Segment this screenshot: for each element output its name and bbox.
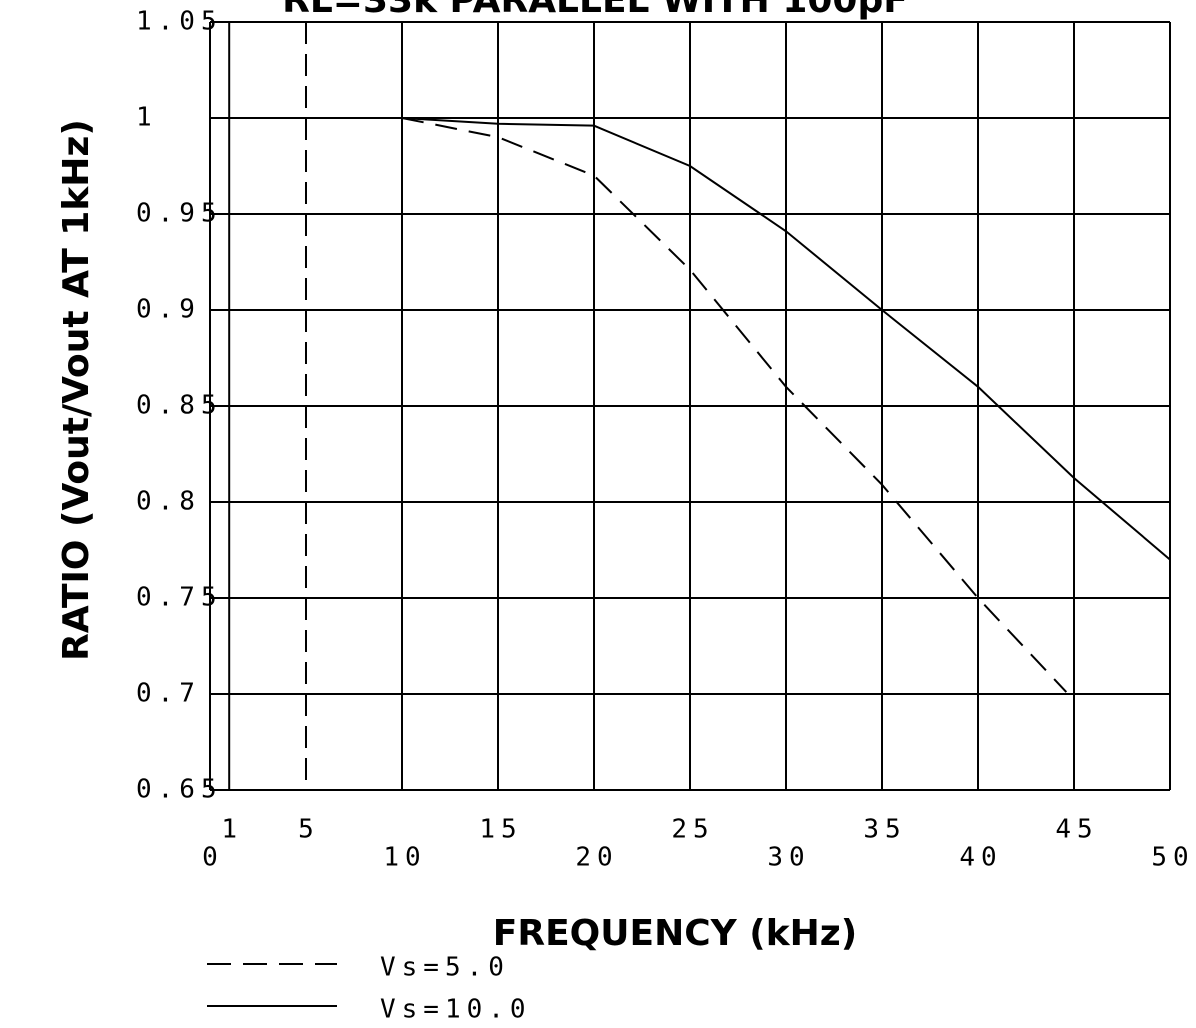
y-axis-title: RATIO (Vout/Vout AT 1kHz) — [56, 119, 97, 661]
x-tick-label: 5 — [298, 815, 320, 845]
x-tick-label: 35 — [863, 815, 906, 845]
x-tick-label: 30 — [767, 843, 810, 873]
legend-label: Vs=10.0 — [380, 995, 532, 1025]
x-tick-label: 15 — [479, 815, 522, 845]
y-tick-label: 0.9 — [136, 295, 201, 325]
x-tick-label: 1 — [221, 815, 243, 845]
y-tick-label: 1 — [136, 103, 158, 133]
legend-label: Vs=5.0 — [380, 953, 510, 983]
y-tick-label: 0.85 — [136, 391, 223, 421]
x-tick-label: 25 — [671, 815, 714, 845]
x-tick-label: 20 — [575, 843, 618, 873]
y-tick-label: 1.05 — [136, 7, 223, 37]
y-tick-label: 0.95 — [136, 199, 223, 229]
y-tick-label: 0.7 — [136, 679, 201, 709]
y-tick-label: 0.65 — [136, 775, 223, 805]
y-tick-label: 0.8 — [136, 487, 201, 517]
x-axis-title: FREQUENCY (kHz) — [493, 913, 857, 954]
x-tick-label: 10 — [383, 843, 426, 873]
data-line — [401, 117, 1068, 693]
x-tick-label: 50 — [1151, 843, 1194, 873]
x-tick-label: 40 — [959, 843, 1002, 873]
data-line — [401, 117, 1171, 561]
chart-title: RL=33k PARALLEL WITH 100pF — [282, 0, 908, 21]
y-tick-label: 0.75 — [136, 583, 223, 613]
x-tick-label: 45 — [1055, 815, 1098, 845]
x-tick-label: 0 — [202, 843, 224, 873]
